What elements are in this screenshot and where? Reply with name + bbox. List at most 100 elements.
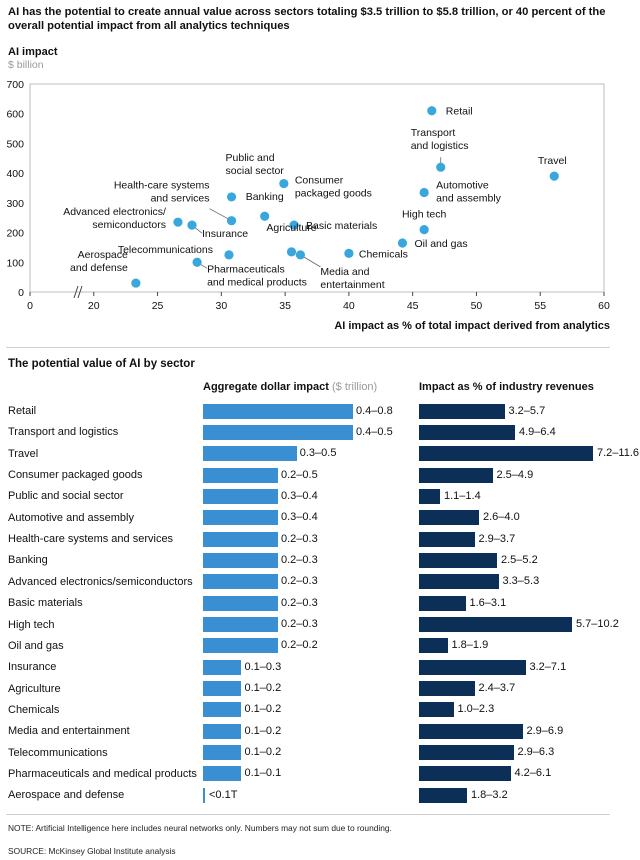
x-tick-label: 20 [88,300,100,312]
revenue-impact-bar [419,617,572,632]
revenue-impact-bar [419,595,466,611]
revenue-impact-bar [419,531,475,547]
category-label: Banking [8,554,48,567]
point-label: Basic materials [306,220,377,232]
y-tick-label: 200 [6,228,24,240]
category-label: Retail [8,405,37,417]
category-label: Aerospace and defense [8,789,125,802]
category-label: Telecommunications [8,746,108,759]
dollar-impact-value: 0.2–0.3 [281,532,318,545]
point-label: Consumer packaged goods [295,175,372,200]
revenue-impact-bar [419,574,499,590]
point-label: High tech [402,209,447,221]
dollar-impact-header-label: Aggregate dollar impact [203,381,329,393]
scatter-point [419,225,429,235]
scatter-point [289,220,299,230]
revenue-impact-bar [419,787,467,803]
scatter-point [226,192,237,202]
point-label: Public and social sector [226,152,285,177]
dollar-impact-value: 0.2–0.2 [281,639,318,652]
point-label: Agriculture [266,222,316,234]
revenue-impact-value: 2.5–5.2 [501,553,538,566]
scatter-point [192,257,202,267]
revenue-impact-value: 1.8–1.9 [451,639,489,652]
category-label: Consumer packaged goods [8,469,143,482]
dollar-impact-value: 0.2–0.3 [281,596,318,609]
source-note: SOURCE: McKinsey Global Institute analys… [8,846,176,856]
scatter-point [187,220,197,230]
y-axis-ticks: 0 100 200 300 400 500 600 700 [6,79,24,299]
revenue-impact-value: 3.2–7.1 [529,660,567,673]
section-divider [6,347,610,348]
revenue-impact-value: 7.2–11.6 [597,447,640,460]
scatter-point [427,106,437,116]
dollar-impact-value: 0.1–0.3 [244,660,282,673]
x-tick-label: 35 [279,300,291,312]
revenue-impact-bar [419,681,475,697]
scatter-point [397,238,408,248]
category-label: Advanced electronics/semiconductors [8,575,193,588]
x-axis-ticks: 0 20 25 30 35 40 45 50 55 60 [27,292,610,312]
y-axis-title: AI impact [8,46,58,58]
revenue-impact-value: 1.0–2.3 [457,703,495,716]
point-label: Media and entertainment [320,266,384,291]
category-label: Public and social sector [8,490,124,503]
dollar-impact-bar [203,745,241,761]
point-label: Retail [446,106,473,118]
dollar-impact-value: 0.1–0.2 [244,724,282,737]
scatter-point [131,278,141,288]
x-tick-label: 0 [27,300,33,312]
revenue-impact-bar [419,510,479,526]
dollar-impact-bar [203,531,278,547]
dollar-impact-bar [203,681,241,697]
dollar-impact-bar [203,510,278,526]
category-label: Insurance [8,661,57,674]
dollar-impact-header-unit: ($ trillion) [331,381,378,393]
revenue-impact-bar [419,488,440,504]
x-tick-label: 60 [598,300,610,312]
scatter-chart: AI impact $ billion 01002003004005006007… [6,46,610,332]
dollar-impact-bar [203,702,241,718]
y-tick-label: 0 [18,287,24,299]
category-label: Agriculture [8,682,61,695]
dollar-impact-bar [203,552,278,568]
headline: AI has the potential to create annual va… [8,6,606,32]
revenue-impact-bar [419,702,454,718]
dollar-impact-bar [203,659,241,675]
x-axis-title: AI impact as % of total impact derived f… [334,320,610,332]
revenue-impact-value: 2.4–3.7 [478,682,516,695]
revenue-impact-bar [419,638,448,654]
revenue-impact-header: Impact as % of industry revenues [419,381,594,393]
dollar-impact-bar [203,617,278,632]
point-labels: Retail Transport and logistics Travel Automo… [63,106,566,291]
category-label: Automotive and assembly [8,511,134,524]
point-label: Telecommunications [118,244,213,256]
scatter-point [436,162,446,172]
point-label: Insurance [202,228,248,240]
revenue-impact-value: 1.8–3.2 [471,788,508,801]
dollar-impact-value: 0.2–0.5 [281,468,318,481]
footnote: NOTE: Artificial Intelligence here inclu… [8,823,392,833]
revenue-impact-bar [419,467,493,483]
dollar-impact-bar [203,488,278,504]
revenue-impact-value: 2.9–6.9 [526,724,564,737]
revenue-impact-bar [419,745,514,761]
point-label: Advanced electronics/semiconductors [63,206,166,231]
x-tick-label: 30 [215,300,227,312]
point-label: Automotive and assembly [436,179,502,204]
point-label: Chemicals [359,248,408,260]
dollar-impact-value: 0.4–0.5 [356,425,393,438]
scatter-point [549,171,559,181]
scatter-point [173,217,183,227]
y-tick-label: 600 [6,109,24,121]
dollar-impact-bar [203,424,353,440]
category-label: Oil and gas [8,639,64,652]
scatter-point [260,211,270,221]
scatter-point [286,247,297,257]
revenue-impact-bar [419,552,497,568]
category-label: Transport and logistics [8,426,119,439]
revenue-impact-value: 2.9–3.7 [478,532,516,545]
dollar-impact-value: 0.3–0.4 [281,511,318,524]
dollar-impact-bar [203,787,205,803]
dollar-impact-value: 0.1–0.2 [244,703,282,716]
